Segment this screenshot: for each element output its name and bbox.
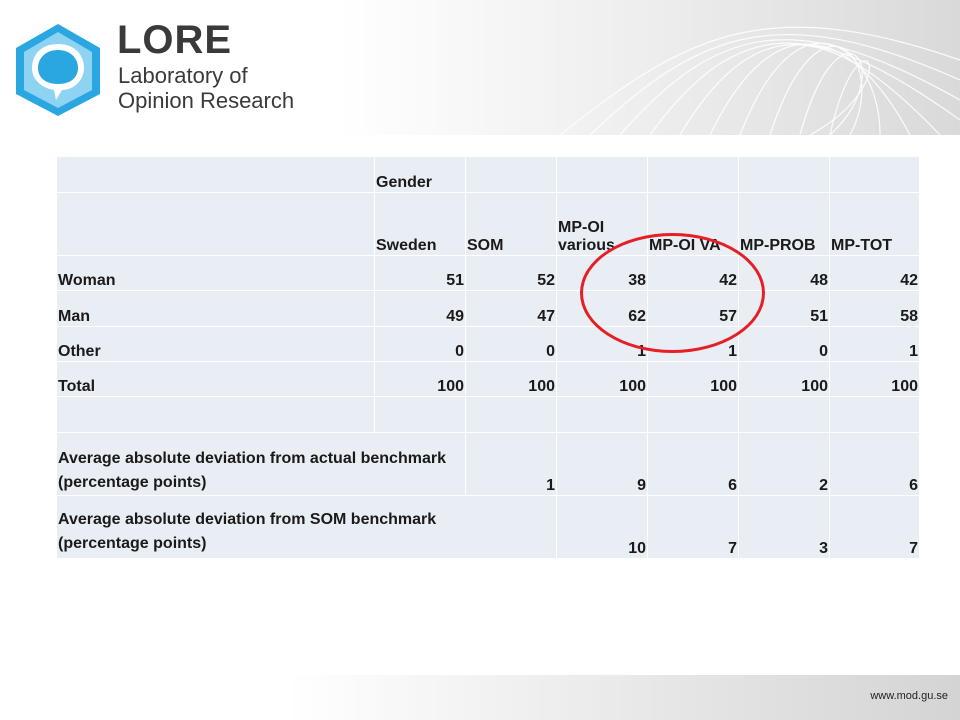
table-row-deviation-actual: Average absolute deviation from actual b… [56,432,920,496]
table-cell: 3 [738,495,830,559]
table-cell: 38 [556,255,648,291]
table-cell: 1 [829,326,920,362]
footer-url: www.mod.gu.se [870,690,948,702]
table-row: Other 0 0 1 1 0 1 [56,326,920,362]
column-header: MP-OI VA [647,192,739,256]
table-cell: 58 [829,290,920,327]
table-cell: 7 [647,495,739,559]
logo-subtitle-line1: Laboratory of [118,63,248,88]
table-cell: 48 [738,255,830,291]
table-row-spacer [56,396,920,433]
table-cell: 49 [374,290,466,327]
table-cell [556,396,648,433]
footer-band [0,675,960,720]
column-header: SOM [465,192,557,256]
row-label: Average absolute deviation from actual b… [56,432,466,496]
table-row: Woman 51 52 38 42 48 42 [56,255,920,291]
header-band [0,0,960,135]
table-cell [56,396,375,433]
table-cell [829,156,920,193]
table-cell: 6 [829,432,920,496]
row-label: Other [56,326,375,362]
column-header: MP-PROB [738,192,830,256]
table-cell [647,156,739,193]
table-cell: 100 [465,361,557,397]
table-cell [647,396,739,433]
table-cell [465,396,557,433]
logo-subtitle-line2: Opinion Research [118,88,295,113]
table-cell: 100 [738,361,830,397]
table-cell [374,396,466,433]
table-cell: 2 [738,432,830,496]
table-cell: 42 [829,255,920,291]
table-cell: 0 [465,326,557,362]
table-cell: 100 [829,361,920,397]
table-cell: 57 [647,290,739,327]
table-cell: 52 [465,255,557,291]
table-cell [738,156,830,193]
column-header: Sweden [374,192,466,256]
table-cell: 1 [556,326,648,362]
table-cell: 10 [556,495,648,559]
table-cell: 0 [738,326,830,362]
table-cell [56,192,375,256]
decorative-waves [559,26,960,135]
table-row-group-header: Gender [56,156,920,193]
table-cell: 62 [556,290,648,327]
table-cell [829,396,920,433]
table-cell: 42 [647,255,739,291]
row-label: Man [56,290,375,327]
table-row-deviation-som: Average absolute deviation from SOM benc… [56,495,920,559]
gender-header: Gender [374,156,466,193]
table-cell: 1 [465,432,557,496]
row-label: Woman [56,255,375,291]
logo-subtitle: Laboratory of Opinion Research [118,63,294,113]
table-cell: 100 [647,361,739,397]
lore-logo-icon [16,24,100,116]
table-cell [738,396,830,433]
table-cell: 51 [374,255,466,291]
logo-title: LORE [117,18,233,62]
row-label: Average absolute deviation from SOM benc… [56,495,557,559]
table-row-column-headers: Sweden SOM MP-OI various MP-OI VA MP-PRO… [56,192,920,256]
table-cell: 7 [829,495,920,559]
table-cell: 100 [374,361,466,397]
row-label: Total [56,361,375,397]
table-cell: 6 [647,432,739,496]
table-cell: 51 [738,290,830,327]
table-cell [556,156,648,193]
table-cell: 100 [556,361,648,397]
table-cell: 0 [374,326,466,362]
table-cell: 47 [465,290,557,327]
gender-table: Gender Sweden SOM MP-OI various MP-OI VA… [56,156,920,559]
table-cell: 9 [556,432,648,496]
column-header: MP-OI various [556,192,648,256]
table-row: Man 49 47 62 57 51 58 [56,290,920,327]
table-cell [56,156,375,193]
table-cell [465,156,557,193]
column-header: MP-TOT [829,192,920,256]
table-cell: 1 [647,326,739,362]
table-row: Total 100 100 100 100 100 100 [56,361,920,397]
